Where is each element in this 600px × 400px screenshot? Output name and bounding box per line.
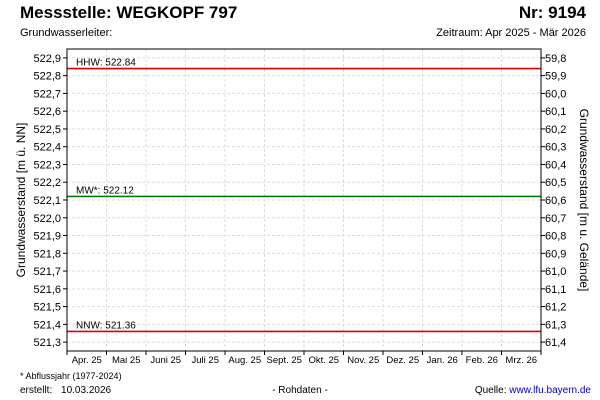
station-title: Messstelle: WEGKOPF 797 xyxy=(20,3,238,22)
x-tick-label: Sept. 25 xyxy=(267,355,302,366)
y2-tick-label: 61,2 xyxy=(545,302,566,314)
y2-tick-label: 59,8 xyxy=(545,53,566,65)
source-link[interactable]: www.lfu.bayern.de xyxy=(509,385,591,396)
y-tick-label: 521,5 xyxy=(33,302,61,314)
grid xyxy=(67,49,541,351)
x-tick-label: Apr. 25 xyxy=(72,355,102,366)
y2-tick-label: 60,0 xyxy=(545,88,566,100)
x-tick-label: Feb. 26 xyxy=(466,355,498,366)
y2-tick-label: 61,3 xyxy=(545,319,566,331)
y-tick-label: 521,9 xyxy=(33,231,61,243)
source-info: Quelle: www.lfu.bayern.de xyxy=(475,385,591,396)
y2-tick-label: 61,1 xyxy=(545,284,566,296)
y2-tick-label: 59,9 xyxy=(545,71,566,83)
x-tick-label: Dez. 25 xyxy=(386,355,419,366)
y-tick-label: 522,1 xyxy=(33,195,61,207)
reference-line-label: MW*: 522.12 xyxy=(76,185,134,196)
raw-data-note: - Rohdaten - xyxy=(272,385,328,396)
y2-axis-label: Grundwasserstand [m u. Gelände] xyxy=(577,109,591,292)
y2-tick-label: 61,4 xyxy=(545,337,566,349)
x-tick-label: Juli 25 xyxy=(192,355,219,366)
x-axis: Apr. 25 Mai 25 Juni 25 Juli 25 Aug. 25 Sept. … xyxy=(66,351,542,366)
reference-line-label: NNW: 521.36 xyxy=(76,320,136,331)
x-tick-label: Aug. 25 xyxy=(228,355,261,366)
y2-tick-label: 60,4 xyxy=(545,159,566,171)
y-axis-right: 59,8 59,9 60,0 60,1 60,2 60,3 60,4 60,5 60,6 60,7… xyxy=(541,53,566,349)
y-tick-label: 521,3 xyxy=(33,337,61,349)
created-date: 10.03.2026 xyxy=(61,385,112,396)
y2-tick-label: 60,1 xyxy=(545,106,566,118)
y-tick-label: 522,7 xyxy=(33,88,61,100)
y2-tick-label: 60,8 xyxy=(545,231,566,243)
x-tick-label: Okt. 25 xyxy=(308,355,339,366)
y-tick-label: 522,0 xyxy=(33,213,61,225)
y-tick-label: 521,8 xyxy=(33,248,61,260)
x-tick-label: Nov. 25 xyxy=(347,355,379,366)
y-tick-label: 522,8 xyxy=(33,71,61,83)
period-label: Zeitraum: Apr 2025 - Mär 2026 xyxy=(436,27,586,39)
source-label: Quelle: xyxy=(474,385,507,396)
x-tick-label: Jan. 26 xyxy=(427,355,458,366)
reference-line-label: HHW: 522.84 xyxy=(76,58,136,69)
y-tick-label: 522,3 xyxy=(33,159,61,171)
y2-tick-label: 60,2 xyxy=(545,124,566,136)
y-tick-label: 522,5 xyxy=(33,124,61,136)
y2-tick-label: 60,9 xyxy=(545,248,566,260)
y-tick-label: 521,7 xyxy=(33,266,61,278)
y-tick-label: 522,9 xyxy=(33,53,61,65)
reference-lines: HHW: 522.84 MW*: 522.12 NNW: 521.36 xyxy=(67,58,541,333)
y-tick-label: 522,2 xyxy=(33,177,61,189)
x-tick-label: Mrz. 26 xyxy=(505,355,537,366)
x-tick-label: Juni 25 xyxy=(150,355,181,366)
y-tick-label: 521,4 xyxy=(33,319,61,331)
y2-tick-label: 61,0 xyxy=(545,266,566,278)
aquifer-label: Grundwasserleiter: xyxy=(20,27,113,39)
created-info: erstellt: 10.03.2026 xyxy=(20,385,111,396)
y-tick-label: 521,6 xyxy=(33,284,61,296)
y2-tick-label: 60,7 xyxy=(545,213,566,225)
y-axis-label: Grundwasserstand [m ü. NN] xyxy=(14,123,28,278)
y2-tick-label: 60,3 xyxy=(545,142,566,154)
footnote: * Abflussjahr (1977-2024) xyxy=(20,371,122,381)
y2-tick-label: 60,5 xyxy=(545,177,566,189)
y-tick-label: 522,4 xyxy=(33,142,61,154)
created-label: erstellt: xyxy=(20,385,53,396)
station-number: Nr: 9194 xyxy=(518,3,586,22)
x-tick-label: Mai 25 xyxy=(112,355,141,366)
y2-tick-label: 60,6 xyxy=(545,195,566,207)
y-axis-left: 522,9 522,8 522,7 522,6 522,5 522,4 522,3 522,2… xyxy=(33,53,67,349)
y-tick-label: 522,6 xyxy=(33,106,61,118)
